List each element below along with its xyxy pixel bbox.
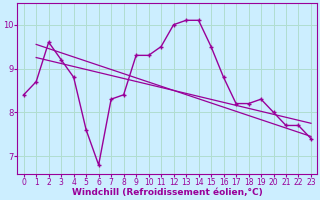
X-axis label: Windchill (Refroidissement éolien,°C): Windchill (Refroidissement éolien,°C) [72,188,263,197]
